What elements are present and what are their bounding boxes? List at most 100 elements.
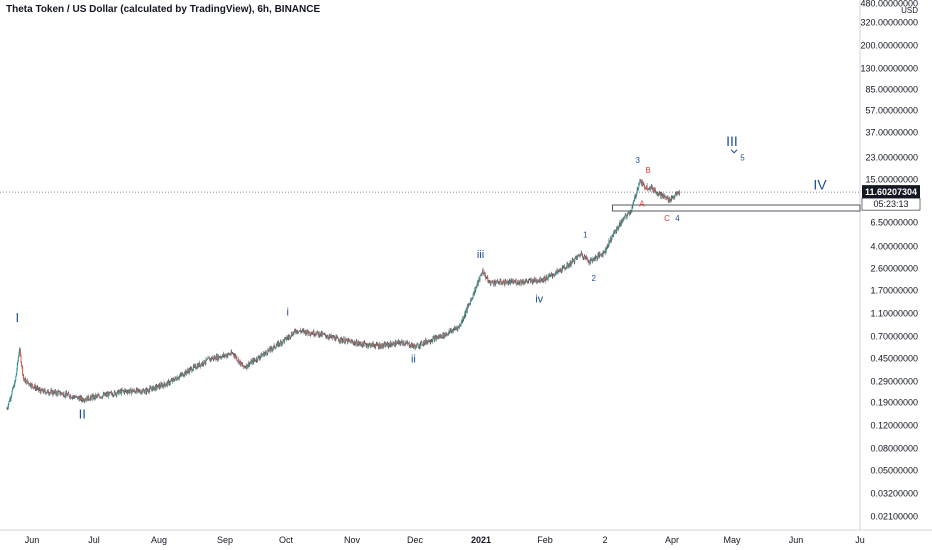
candle-body bbox=[267, 350, 269, 351]
candle-body bbox=[198, 364, 200, 367]
candle-body bbox=[307, 330, 309, 333]
candle-body bbox=[200, 363, 202, 367]
candle-body bbox=[18, 349, 20, 354]
candle-body bbox=[499, 280, 501, 281]
candle-body bbox=[598, 253, 600, 257]
candle-body bbox=[37, 387, 39, 390]
candle-body bbox=[66, 394, 68, 396]
candle-body bbox=[558, 269, 560, 271]
candle-body bbox=[538, 279, 540, 281]
candle-body bbox=[444, 333, 446, 336]
candle-body bbox=[480, 274, 482, 276]
candle-body bbox=[165, 385, 167, 387]
candle-body bbox=[110, 392, 112, 393]
candle-body bbox=[56, 391, 58, 393]
candle-body bbox=[679, 192, 681, 194]
candle-body bbox=[234, 355, 236, 356]
candle-body bbox=[480, 275, 482, 277]
candle-body bbox=[93, 395, 95, 399]
candle-body bbox=[289, 335, 291, 338]
candle-body bbox=[602, 253, 604, 256]
support-zone-box[interactable] bbox=[612, 204, 861, 212]
candle-body bbox=[371, 343, 373, 344]
candle-body bbox=[49, 392, 51, 393]
candle-body bbox=[514, 281, 516, 283]
candle-body bbox=[500, 283, 502, 284]
candle-body bbox=[342, 340, 344, 343]
price-axis[interactable] bbox=[860, 0, 932, 550]
candle-body bbox=[40, 388, 42, 391]
candle-body bbox=[144, 389, 146, 393]
candle-body bbox=[652, 188, 654, 191]
candle-body bbox=[538, 279, 540, 281]
candle-body bbox=[329, 335, 331, 337]
candle-body bbox=[364, 342, 366, 344]
candle-body bbox=[411, 343, 413, 346]
candle-body bbox=[594, 258, 596, 261]
candle-body bbox=[588, 261, 590, 264]
candle-body bbox=[516, 283, 518, 285]
candle-body bbox=[530, 279, 532, 281]
candle-body bbox=[592, 260, 594, 262]
candle-body bbox=[370, 345, 372, 347]
candle-body bbox=[282, 339, 284, 343]
candle-body bbox=[655, 189, 657, 193]
candle-body bbox=[525, 281, 527, 282]
candle-body bbox=[248, 363, 250, 367]
candle-body bbox=[245, 366, 247, 369]
candle-body bbox=[170, 379, 172, 381]
candle-body bbox=[121, 389, 123, 391]
candle-body bbox=[171, 379, 173, 382]
candle-body bbox=[470, 300, 472, 305]
candle-body bbox=[389, 342, 391, 347]
candle-body bbox=[298, 331, 300, 333]
candle-body bbox=[364, 343, 366, 344]
candle-body bbox=[316, 332, 318, 335]
candle-body bbox=[33, 387, 35, 389]
candle-body bbox=[278, 342, 280, 346]
candle-body bbox=[76, 396, 78, 398]
candle-body bbox=[312, 332, 314, 335]
candle-body bbox=[648, 188, 650, 190]
candle-body bbox=[476, 281, 478, 286]
candle-body bbox=[659, 192, 661, 193]
candle-body bbox=[83, 400, 85, 402]
candle-body bbox=[649, 186, 651, 190]
candle-body bbox=[201, 363, 203, 365]
candle-body bbox=[347, 339, 349, 343]
candle-body bbox=[529, 279, 531, 282]
candle-body bbox=[497, 280, 499, 283]
candle-body bbox=[580, 252, 582, 255]
candle-body bbox=[125, 390, 127, 392]
candle-body bbox=[302, 329, 304, 331]
candle-body bbox=[176, 379, 178, 381]
candle-body bbox=[62, 392, 64, 394]
candle-body bbox=[35, 387, 37, 390]
candle-body bbox=[235, 357, 237, 358]
candle-body bbox=[205, 358, 207, 363]
candle-body bbox=[502, 281, 504, 283]
candle-body bbox=[300, 331, 302, 333]
price-tick-label: 480.00000000 bbox=[860, 0, 918, 9]
candle-body bbox=[149, 387, 151, 390]
candle-body bbox=[595, 256, 597, 257]
candle-body bbox=[408, 342, 410, 347]
candle-body bbox=[223, 354, 225, 357]
candle-body bbox=[194, 365, 196, 369]
candle-body bbox=[486, 278, 488, 279]
candle-body bbox=[84, 399, 86, 402]
candle-body bbox=[243, 365, 245, 367]
candle-body bbox=[50, 390, 52, 391]
candle-body bbox=[659, 192, 661, 193]
time-tick-label: May bbox=[723, 535, 741, 545]
candle-body bbox=[17, 356, 19, 361]
candle-body bbox=[628, 214, 630, 215]
candle-body bbox=[136, 388, 138, 392]
candle-body bbox=[43, 391, 45, 393]
candle-body bbox=[268, 348, 270, 351]
candle-body bbox=[372, 343, 374, 347]
candle-body bbox=[651, 185, 653, 190]
candle-body bbox=[585, 257, 587, 259]
